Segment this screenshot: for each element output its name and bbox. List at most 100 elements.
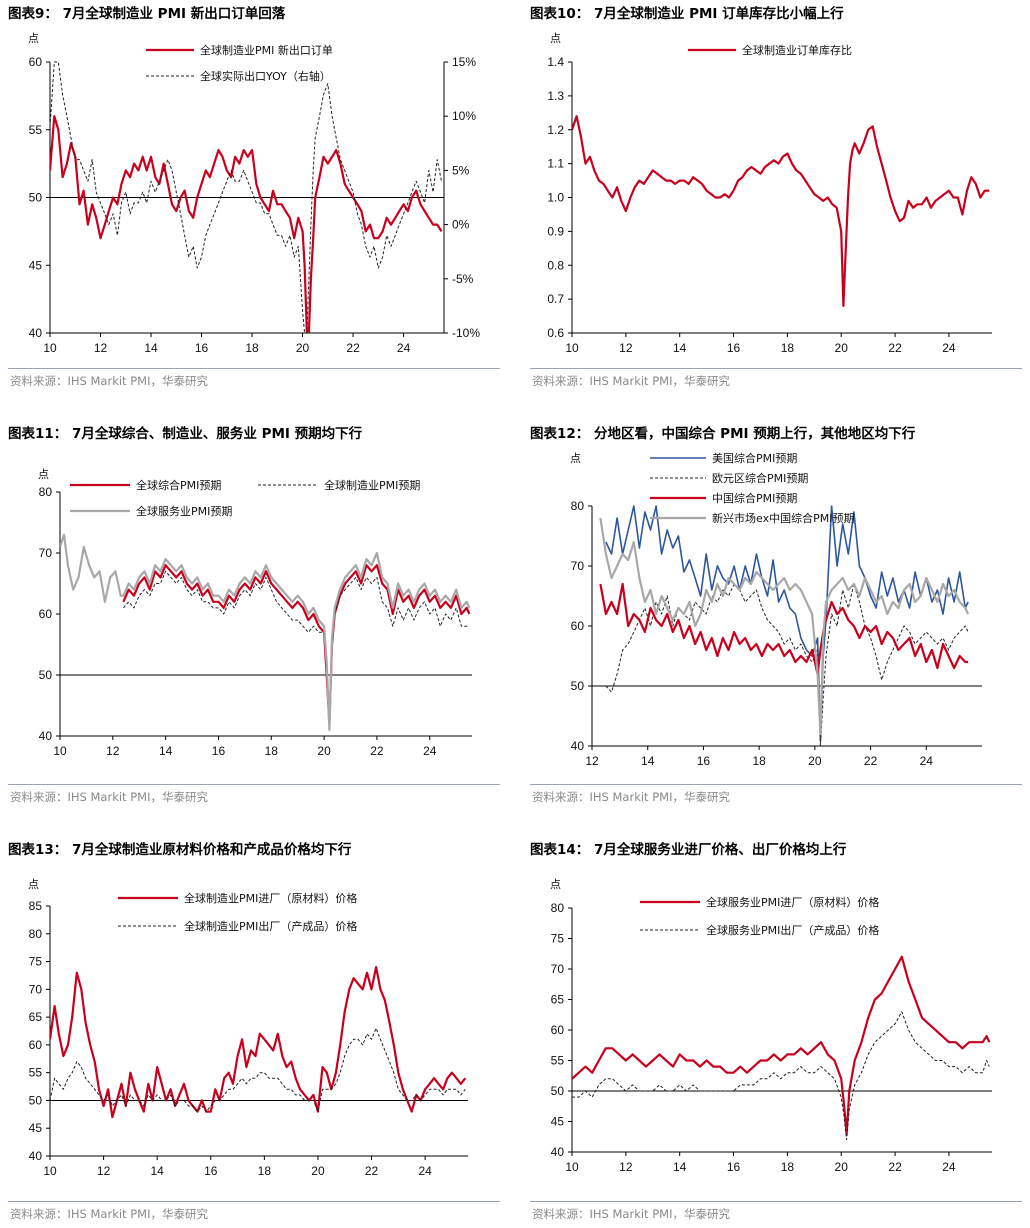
x-tick-label: 22 <box>346 341 360 355</box>
series-line-2 <box>599 582 969 676</box>
y-right-tick-label: 5% <box>452 163 470 177</box>
y-tick-label: 80 <box>571 499 585 513</box>
legend-label-0: 全球综合PMI预期 <box>136 478 221 492</box>
x-tick-label: 20 <box>835 341 849 355</box>
x-tick-label: 20 <box>317 744 331 758</box>
source-note: 资料来源：IHS Markit PMI，华泰研究 <box>532 374 730 388</box>
chart-title: 图表13： 7月全球制造业原材料价格和产成品价格均下行 <box>8 842 352 858</box>
legend-label-1: 全球实际出口YOY（右轴） <box>200 69 331 83</box>
x-tick-label: 22 <box>370 744 384 758</box>
chart-panel-11: 图表11： 7月全球综合、制造业、服务业 PMI 预期均下行 点 40 50 60 70… <box>8 422 513 812</box>
series-line-1 <box>572 1011 990 1141</box>
y-unit-label: 点 <box>28 32 39 45</box>
source-note: 资料来源：IHS Markit PMI，华泰研究 <box>532 1207 730 1221</box>
y-tick-label: 60 <box>551 1023 565 1037</box>
legend-label-0: 美国综合PMI预期 <box>712 451 797 465</box>
legend-label-3: 新兴市场ex中国综合PMI预期 <box>712 511 854 525</box>
legend-label-1: 欧元区综合PMI预期 <box>712 471 808 485</box>
y-tick-label: 65 <box>29 1010 43 1024</box>
chart-title: 图表11： 7月全球综合、制造业、服务业 PMI 预期均下行 <box>8 426 363 442</box>
x-tick-label: 10 <box>43 341 57 355</box>
y-tick-label: 45 <box>551 1115 565 1129</box>
legend-label-1: 全球服务业PMI出厂（产成品）价格 <box>706 923 879 937</box>
legend-label-0: 全球制造业订单库存比 <box>742 43 852 57</box>
x-tick-label: 24 <box>397 341 411 355</box>
x-tick-label: 18 <box>781 1160 795 1174</box>
chart-title: 图表9： 7月全球制造业 PMI 新出口订单回落 <box>8 6 286 22</box>
legend-label-2: 中国综合PMI预期 <box>712 491 797 505</box>
x-tick-label: 14 <box>673 1160 687 1174</box>
x-tick-label: 12 <box>106 744 120 758</box>
y-tick-label: 60 <box>571 619 585 633</box>
y-tick-label: 1.0 <box>547 191 564 205</box>
legend-label-0: 全球制造业PMI进厂（原材料）价格 <box>184 891 357 905</box>
series-line-1 <box>123 570 470 719</box>
x-tick-label: 24 <box>942 341 956 355</box>
y-right-tick-label: -10% <box>452 326 480 340</box>
x-tick-label: 16 <box>212 744 226 758</box>
chart-title: 图表10： 7月全球制造业 PMI 订单库存比小幅上行 <box>530 6 844 22</box>
y-tick-label: 40 <box>571 739 585 753</box>
y-tick-label: 0.9 <box>547 224 564 238</box>
series-line-0 <box>572 115 990 307</box>
y-tick-label: 65 <box>551 993 565 1007</box>
y-tick-label: 55 <box>551 1054 565 1068</box>
x-tick-label: 22 <box>365 1164 379 1178</box>
x-tick-label: 20 <box>296 341 310 355</box>
y-tick-label: 80 <box>39 485 53 499</box>
x-tick-label: 14 <box>673 341 687 355</box>
series-line-0 <box>50 115 443 333</box>
source-rule <box>530 368 1022 369</box>
chart-panel-12: 图表12： 分地区看，中国综合 PMI 预期上行，其他地区均下行 点 40 50 60… <box>530 422 1030 812</box>
y-tick-label: 40 <box>29 326 43 340</box>
chart-svg: 点 40 50 60 70 80 10 12 14 16 18 20 22 24 全球综合PMI预期 全球制造… <box>38 468 472 758</box>
y-tick-label: 1.3 <box>547 89 564 103</box>
legend-label-1: 全球制造业PMI出厂（产成品）价格 <box>184 919 357 933</box>
y-tick-label: 70 <box>29 982 43 996</box>
x-tick-label: 20 <box>808 754 822 768</box>
y-tick-label: 40 <box>29 1149 43 1163</box>
y-tick-label: 40 <box>551 1145 565 1159</box>
y-tick-label: 40 <box>39 729 53 743</box>
x-tick-label: 16 <box>697 754 711 768</box>
source-rule <box>530 784 1022 785</box>
series-line-1 <box>50 1027 466 1113</box>
x-tick-label: 16 <box>727 341 741 355</box>
y-tick-label: 45 <box>29 1121 43 1135</box>
x-tick-label: 22 <box>888 1160 902 1174</box>
y-unit-label: 点 <box>570 452 581 465</box>
y-tick-label: 60 <box>39 607 53 621</box>
y-tick-label: 80 <box>29 927 43 941</box>
y-tick-label: 85 <box>29 899 43 913</box>
x-tick-label: 10 <box>43 1164 57 1178</box>
y-right-tick-label: -5% <box>452 272 474 286</box>
y-unit-label: 点 <box>28 878 39 891</box>
series-line-1 <box>605 583 969 746</box>
y-tick-label: 1.1 <box>547 157 564 171</box>
source-note: 资料来源：IHS Markit PMI，华泰研究 <box>10 374 208 388</box>
y-tick-label: 55 <box>29 1066 43 1080</box>
y-unit-label: 点 <box>550 32 561 45</box>
x-tick-label: 24 <box>418 1164 432 1178</box>
y-tick-label: 70 <box>571 559 585 573</box>
chart-panel-10: 图表10： 7月全球制造业 PMI 订单库存比小幅上行 点 0.6 0.7 0.8 0.… <box>530 2 1030 392</box>
chart-title: 图表12： 分地区看，中国综合 PMI 预期上行，其他地区均下行 <box>530 426 916 442</box>
x-tick-label: 20 <box>311 1164 325 1178</box>
source-rule <box>530 1201 1022 1202</box>
x-tick-label: 18 <box>781 341 795 355</box>
x-tick-label: 14 <box>150 1164 164 1178</box>
y-tick-label: 70 <box>551 962 565 976</box>
y-tick-label: 0.8 <box>547 258 564 272</box>
x-tick-label: 14 <box>641 754 655 768</box>
y-tick-label: 50 <box>39 668 53 682</box>
x-tick-label: 18 <box>752 754 766 768</box>
x-tick-label: 22 <box>864 754 878 768</box>
x-tick-label: 16 <box>204 1164 218 1178</box>
source-note: 资料来源：IHS Markit PMI，华泰研究 <box>10 1207 208 1221</box>
chart-title: 图表14： 7月全球服务业进厂价格、出厂价格均上行 <box>530 842 847 858</box>
y-tick-label: 55 <box>29 123 43 137</box>
series-line-1 <box>50 61 442 333</box>
y-tick-label: 1.4 <box>547 55 564 69</box>
x-tick-label: 12 <box>94 341 108 355</box>
y-tick-label: 70 <box>39 546 53 560</box>
